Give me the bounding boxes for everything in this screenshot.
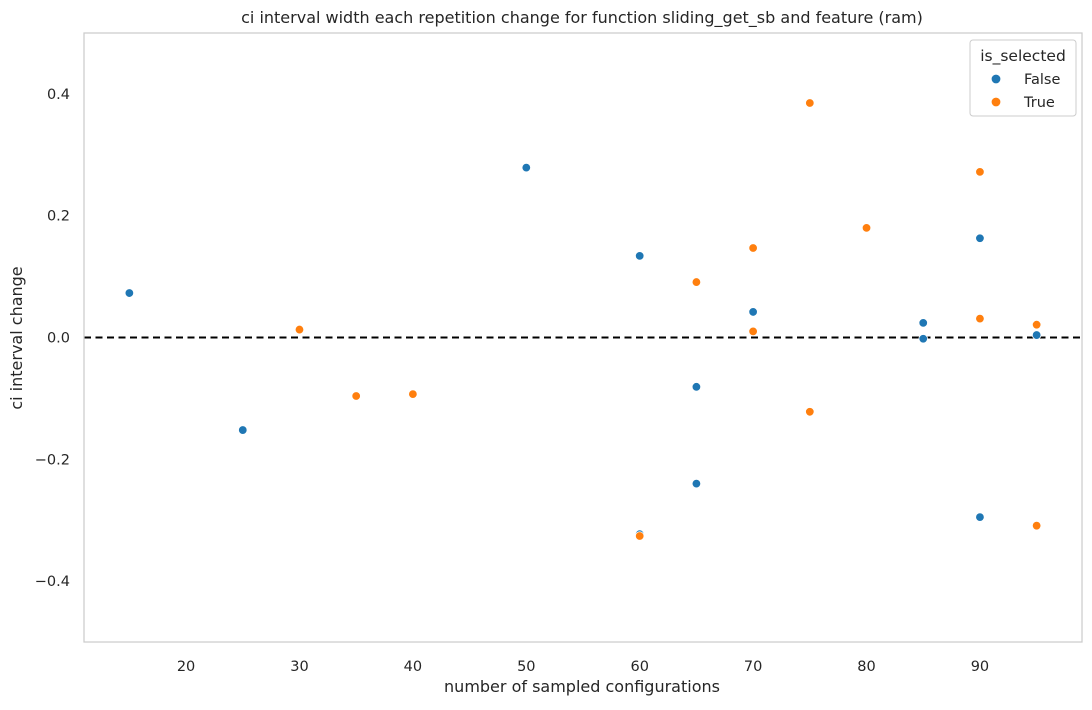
data-point-false — [691, 382, 702, 392]
y-axis-label: ci interval change — [7, 266, 26, 409]
data-point-true — [975, 313, 985, 324]
legend-marker-true — [990, 96, 1002, 108]
legend-label-true: True — [1023, 95, 1055, 111]
x-tick-label: 60 — [630, 659, 648, 675]
data-point-true — [1031, 320, 1042, 330]
legend-marker-false — [990, 73, 1002, 85]
y-tick-label: 0.0 — [47, 331, 70, 347]
data-point-false — [975, 512, 985, 522]
x-tick-label: 70 — [744, 659, 762, 675]
data-point-false — [124, 288, 135, 298]
legend-entries: False True — [990, 72, 1060, 111]
data-point-false — [521, 162, 531, 173]
data-point-false — [238, 425, 248, 435]
data-point-false — [635, 251, 645, 261]
data-point-true — [1031, 520, 1042, 531]
x-axis-label: number of sampled configurations — [444, 677, 720, 696]
data-point-false — [691, 478, 702, 489]
data-point-true — [975, 167, 985, 177]
data-points — [124, 98, 1042, 541]
plot-frame — [83, 32, 1083, 643]
x-tick-label: 80 — [857, 659, 875, 675]
data-point-true — [351, 391, 361, 401]
y-tick-label: −0.4 — [35, 574, 70, 590]
data-point-false — [748, 307, 758, 317]
data-point-true — [861, 223, 872, 233]
y-tick-label: 0.4 — [47, 87, 70, 103]
data-point-false — [918, 334, 928, 344]
data-point-false — [975, 233, 985, 243]
x-tick-label: 50 — [517, 659, 535, 675]
data-point-true — [408, 389, 418, 399]
data-point-true — [805, 407, 815, 417]
x-tick-label: 90 — [971, 659, 989, 675]
data-point-true — [294, 324, 305, 335]
legend-title: is_selected — [980, 47, 1066, 66]
x-axis-ticks: 20 30 40 50 60 70 80 90 — [177, 659, 989, 675]
x-tick-label: 40 — [404, 659, 422, 675]
data-point-true — [691, 277, 702, 287]
data-point-true — [748, 326, 758, 337]
legend-label-false: False — [1024, 72, 1060, 88]
y-tick-label: 0.2 — [47, 209, 70, 225]
y-tick-label: −0.2 — [35, 452, 70, 468]
data-point-true — [748, 243, 758, 253]
legend: is_selected False True — [969, 39, 1077, 117]
y-axis-ticks: −0.4 −0.2 0.0 0.2 0.4 — [35, 87, 70, 590]
x-tick-label: 20 — [177, 659, 195, 675]
data-point-true — [805, 98, 815, 108]
x-tick-label: 30 — [290, 659, 308, 675]
data-point-false — [1031, 330, 1042, 340]
chart-title: ci interval width each repetition change… — [241, 8, 923, 28]
data-point-false — [918, 318, 928, 328]
data-point-true — [635, 531, 645, 541]
